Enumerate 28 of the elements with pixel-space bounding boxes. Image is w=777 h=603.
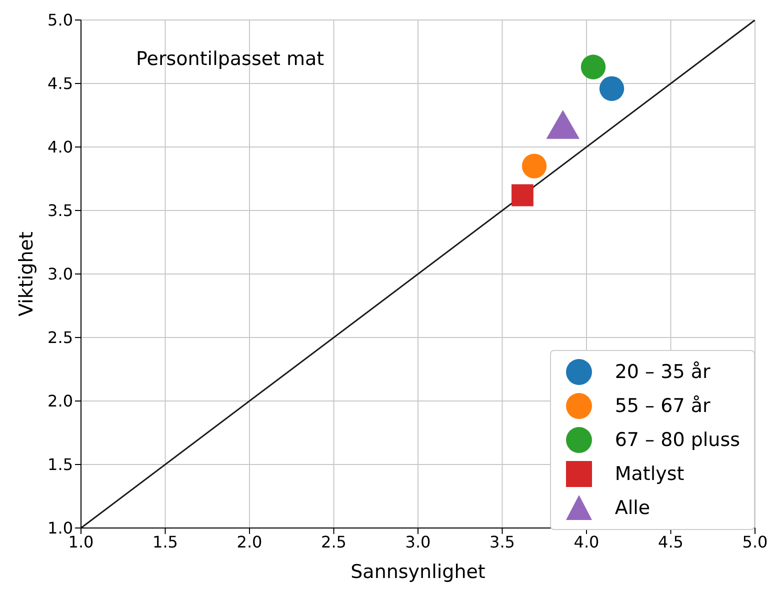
x-tick-label: 5.0 — [742, 532, 768, 552]
legend-label: 20 – 35 år — [614, 360, 710, 385]
annotation: Persontilpasset mat — [136, 48, 324, 70]
x-tick-label: 3.0 — [405, 532, 431, 552]
legend-label: Alle — [614, 496, 650, 521]
y-tick-label: 2.5 — [48, 328, 73, 348]
point — [580, 54, 606, 80]
y-tick-label: 3.5 — [48, 201, 73, 220]
x-tick-label: 4.0 — [574, 532, 600, 552]
y-tick-label: 5.0 — [48, 10, 73, 30]
x-tick-label: 1.5 — [152, 532, 178, 552]
y-tick-label: 1.5 — [48, 455, 73, 474]
x-tick-label: 2.0 — [236, 532, 262, 552]
x-axis-title: Sannsynlighet — [350, 561, 486, 583]
legend-label: 67 – 80 pluss — [614, 428, 740, 453]
x-tick-label: 3.5 — [490, 532, 515, 552]
point — [512, 184, 534, 206]
x-tick-label: 2.5 — [321, 532, 346, 552]
legend-label: 55 – 67 år — [614, 394, 710, 419]
y-axis-title: Viktighet — [16, 232, 38, 316]
y-tick-label: 2.0 — [48, 392, 73, 411]
y-tick-label: 3.0 — [48, 264, 73, 284]
y-tick-label: 4.5 — [48, 74, 73, 94]
x-tick-label: 4.5 — [658, 532, 684, 552]
point — [599, 76, 624, 101]
point — [522, 154, 547, 178]
y-tick-label: 4.0 — [48, 138, 73, 157]
legend-label: Matlyst — [614, 462, 684, 487]
